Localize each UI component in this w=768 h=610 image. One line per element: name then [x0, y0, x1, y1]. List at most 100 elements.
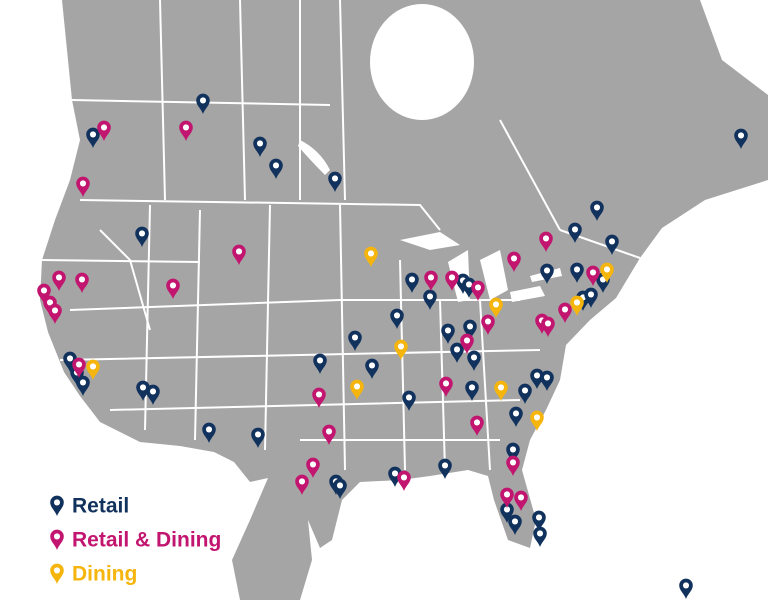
pin-hole [466, 323, 474, 330]
pin-body [679, 578, 693, 599]
pin-hole [205, 426, 213, 433]
pin [500, 502, 514, 523]
pin-body [146, 384, 160, 405]
pin [509, 406, 523, 427]
pin [136, 380, 150, 401]
pin-hole [453, 346, 461, 353]
pin-body [251, 427, 265, 448]
pin-body [558, 302, 572, 323]
pin-body [76, 176, 90, 197]
legend: Retail Retail & Dining Dining [50, 495, 221, 586]
pin-body [586, 265, 600, 286]
pin-body [500, 502, 514, 523]
pin-hole [511, 518, 519, 525]
pin-body [402, 390, 416, 411]
pin-hole [737, 132, 745, 139]
pin [402, 390, 416, 411]
pin [50, 529, 64, 550]
pin [312, 387, 326, 408]
pin-body [63, 351, 77, 372]
pin-hole [272, 162, 280, 169]
pin [405, 272, 419, 293]
pin [424, 270, 438, 291]
pin-body [394, 339, 408, 360]
pin-hole [53, 499, 61, 506]
pin-body [734, 128, 748, 149]
pin [494, 380, 508, 401]
pin [734, 128, 748, 149]
pin [322, 424, 336, 445]
pin-body [423, 289, 437, 310]
pin [364, 246, 378, 267]
legend-label: Retail [72, 495, 129, 518]
pin [540, 370, 554, 391]
pin [541, 316, 555, 337]
pin-hole [256, 140, 264, 147]
pin-body [460, 333, 474, 354]
pin [506, 442, 520, 463]
pin [500, 487, 514, 508]
pin [439, 376, 453, 397]
pin [37, 283, 51, 304]
pin-body [532, 510, 546, 531]
pin-body [166, 278, 180, 299]
pin [146, 384, 160, 405]
pin [570, 295, 584, 316]
pin-hole [400, 474, 408, 481]
pin [232, 244, 246, 265]
pin-hole [503, 491, 511, 498]
pin-body [313, 353, 327, 374]
pin-body [76, 375, 90, 396]
pin-hole [100, 124, 108, 131]
pin-body [463, 319, 477, 340]
pin [75, 272, 89, 293]
pin-body [539, 231, 553, 252]
pin-hole [53, 533, 61, 540]
pin-body [530, 368, 544, 389]
pin [532, 510, 546, 531]
pin-hole [444, 327, 452, 334]
pin-body [202, 422, 216, 443]
pin [568, 222, 582, 243]
pin-body [312, 387, 326, 408]
pin-body [489, 297, 503, 318]
pin [679, 578, 693, 599]
pin [481, 314, 495, 335]
pins [37, 93, 748, 599]
pin-body [509, 406, 523, 427]
pin [423, 289, 437, 310]
pin-hole [682, 582, 690, 589]
pin-body [471, 280, 485, 301]
pin-hole [316, 357, 324, 364]
pin-hole [468, 384, 476, 391]
pin [586, 265, 600, 286]
legend-label: Dining [72, 563, 137, 586]
pin-hole [484, 318, 492, 325]
pin [86, 359, 100, 380]
pin-body [507, 251, 521, 272]
pin [605, 234, 619, 255]
pin-body [530, 410, 544, 431]
pin [97, 120, 111, 141]
pin [348, 330, 362, 351]
pin-hole [543, 374, 551, 381]
pin-body [75, 272, 89, 293]
pin [570, 262, 584, 283]
pin [445, 270, 459, 291]
pin-hole [492, 301, 500, 308]
pin [202, 422, 216, 443]
pin-body [397, 470, 411, 491]
pin-body [52, 270, 66, 291]
pin-hole [75, 361, 83, 368]
pin-hole [497, 384, 505, 391]
pin-hole [463, 337, 471, 344]
pin [438, 458, 452, 479]
pin [251, 427, 265, 448]
pin [460, 333, 474, 354]
pin-hole [426, 293, 434, 300]
pin [506, 455, 520, 476]
pin-body [424, 270, 438, 291]
pin [328, 171, 342, 192]
pin-hole [521, 387, 529, 394]
